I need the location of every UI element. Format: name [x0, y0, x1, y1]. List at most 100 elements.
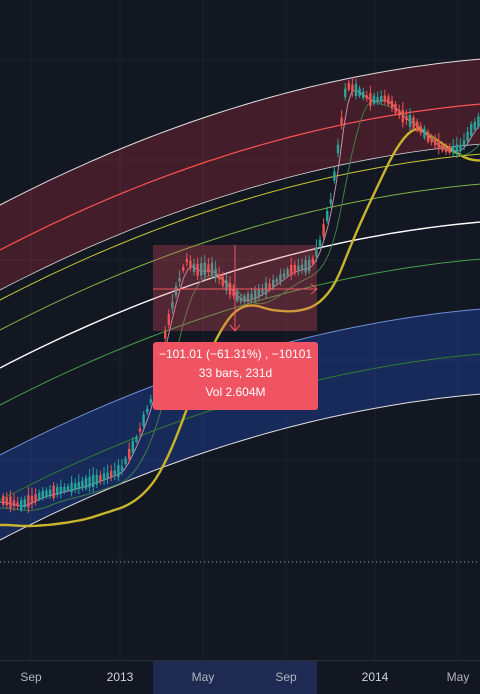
candle-body: [408, 115, 412, 127]
candle-body: [34, 494, 37, 502]
band-line: [0, 393, 480, 541]
candle-body: [398, 109, 401, 116]
candle-body: [376, 96, 379, 102]
candle-body: [333, 171, 336, 181]
candle-body: [401, 109, 404, 123]
candle-body: [30, 495, 34, 504]
candle-body: [448, 146, 451, 153]
candle-body: [300, 264, 304, 270]
candle-body: [362, 91, 365, 98]
candle-body: [102, 473, 106, 481]
candle-body: [268, 283, 271, 289]
candle-body: [254, 290, 257, 301]
candle-body: [272, 279, 275, 288]
candle-body: [225, 279, 228, 291]
candle-body: [462, 140, 466, 146]
candle-body: [203, 262, 206, 276]
candle-body: [146, 408, 149, 413]
candle-body: [290, 264, 293, 276]
candle-body: [455, 144, 458, 153]
band-line: [0, 143, 480, 291]
candle-body: [196, 263, 199, 276]
candle-body: [380, 95, 383, 102]
candle-body: [336, 144, 340, 154]
candle-body: [200, 263, 203, 276]
candle-body: [124, 458, 127, 465]
candle-body: [95, 474, 98, 485]
candle-body: [351, 84, 354, 92]
candle-body: [128, 448, 131, 460]
candle-body: [459, 144, 462, 152]
candle-body: [275, 279, 278, 283]
band-line: [0, 221, 480, 369]
candle-body: [329, 199, 332, 204]
candle-body: [38, 493, 41, 499]
candle-body: [390, 100, 394, 109]
time-tick-sep: Sep: [20, 670, 42, 684]
time-tick-2013: 2013: [106, 670, 134, 684]
grid-lines: [0, 0, 480, 660]
measure-arrowhead-right: [310, 283, 318, 295]
rainbow-bands: [0, 58, 480, 541]
candle-body: [315, 247, 318, 257]
candle-body: [41, 490, 44, 499]
candle-body: [423, 128, 426, 138]
candle-body: [279, 274, 282, 282]
candle-body: [297, 265, 300, 271]
candle-body: [419, 126, 422, 133]
candle-body: [261, 288, 264, 294]
measure-arrowhead-down: [229, 324, 241, 332]
candle-body: [149, 399, 152, 403]
candle-body: [138, 428, 142, 432]
candle-body: [84, 478, 88, 489]
time-tick-may: May: [191, 670, 215, 684]
candle-body: [20, 500, 23, 510]
candle-body: [286, 269, 289, 277]
candle-body: [70, 482, 73, 493]
candle-body: [246, 293, 250, 302]
candle-body: [221, 276, 224, 286]
candle-body: [250, 294, 253, 299]
candle-body: [66, 486, 70, 491]
candle-body: [167, 314, 170, 325]
candle-body: [257, 288, 260, 298]
candle-body: [264, 282, 268, 295]
candle-body: [405, 116, 408, 120]
blue-band-fill: [0, 309, 480, 540]
candle-body: [369, 93, 372, 106]
candle-body: [358, 88, 361, 96]
candle-body: [210, 262, 214, 275]
candle-body: [16, 502, 19, 506]
time-axis-selection: [153, 661, 317, 694]
candle-body: [182, 267, 185, 271]
price-chart-canvas[interactable]: [0, 0, 480, 660]
candle-body: [466, 131, 469, 142]
candle-body: [243, 295, 246, 303]
measure-bars-text: 33 bars, 231d: [198, 366, 273, 380]
candle-body: [2, 496, 5, 505]
candle-body: [171, 302, 174, 309]
band-line: [0, 258, 480, 406]
candle-body: [192, 263, 196, 272]
time-tick-may-2: May: [446, 670, 470, 684]
candle-body: [441, 144, 444, 151]
candle-body: [120, 466, 124, 471]
candle-body: [354, 83, 358, 97]
candle-body: [383, 95, 386, 101]
candle-body: [239, 297, 242, 302]
measure-volume-text: Vol 2.604M: [205, 385, 266, 399]
candle-body: [63, 487, 66, 492]
measure-tool[interactable]: [153, 245, 318, 332]
red-band-fill: [0, 59, 480, 290]
candle-body: [77, 481, 80, 490]
candle-body: [12, 500, 16, 507]
candle-body: [304, 260, 307, 273]
time-axis[interactable]: Sep 2013 May Sep 2014 May: [0, 660, 480, 694]
candle-body: [452, 146, 455, 153]
candle-body: [23, 499, 26, 508]
candle-body: [311, 258, 314, 264]
candle-body: [412, 117, 415, 130]
candle-body: [164, 330, 167, 339]
band-line: [0, 58, 480, 206]
candlesticks: [2, 76, 480, 514]
